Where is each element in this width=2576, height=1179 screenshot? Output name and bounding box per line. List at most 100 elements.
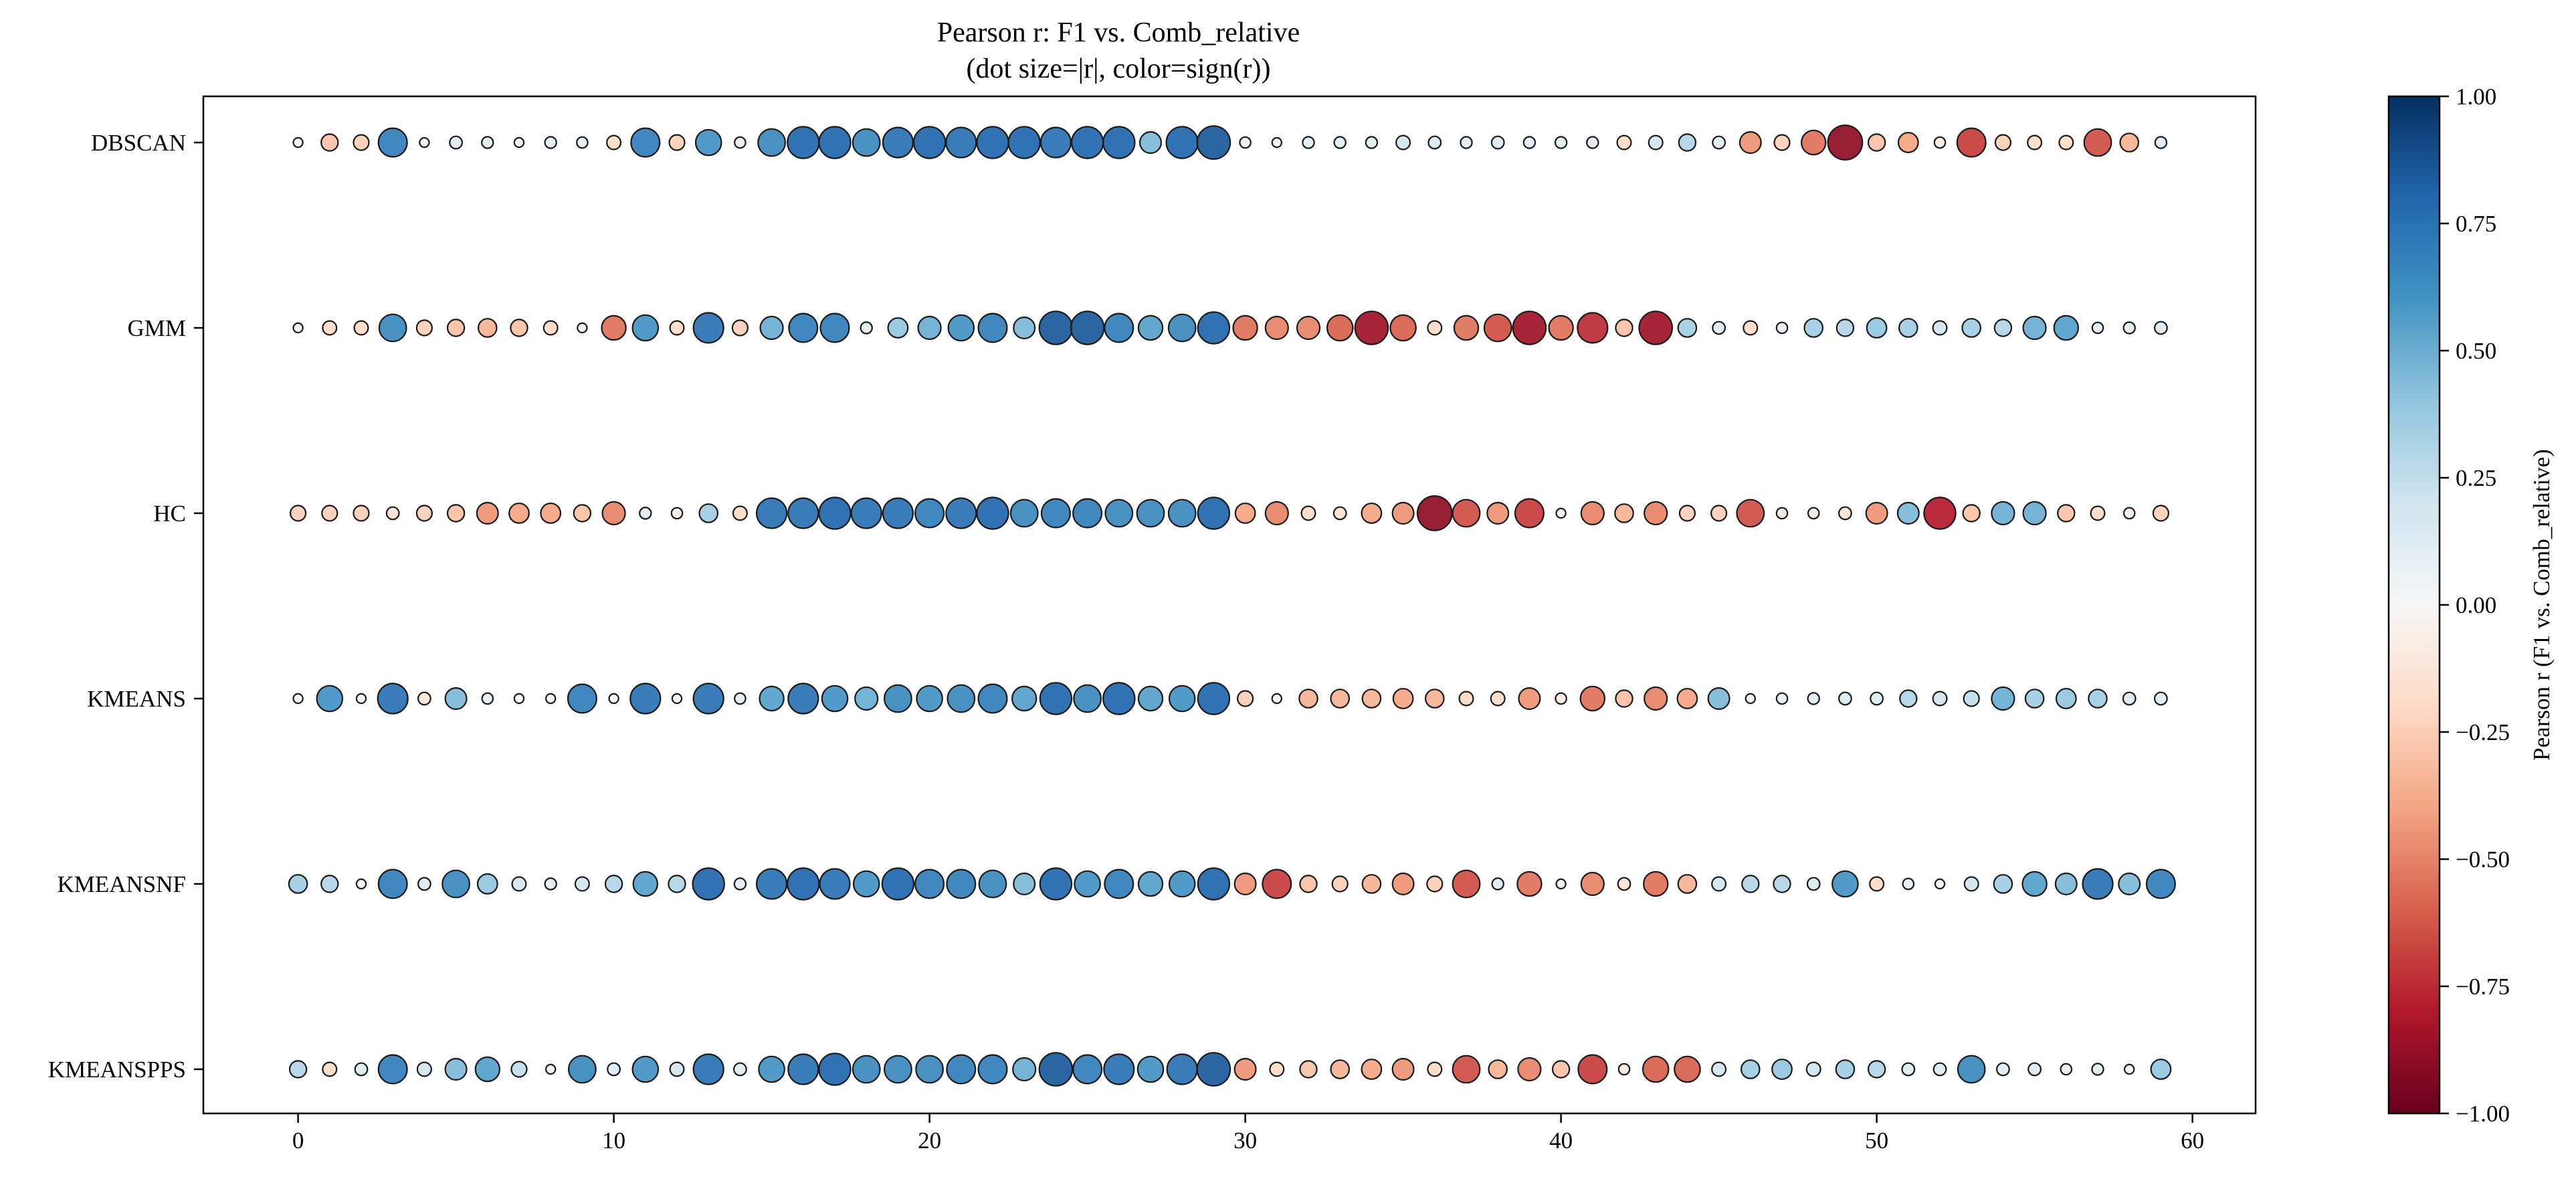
- x-axis: 0 10 20 30 40 50 60: [292, 1113, 2204, 1154]
- data-point: [733, 877, 747, 891]
- data-point: [1932, 691, 1948, 707]
- data-point: [1239, 136, 1252, 149]
- data-point: [629, 683, 662, 715]
- data-point: [1711, 876, 1727, 892]
- data-point: [945, 126, 977, 159]
- data-point: [912, 126, 947, 159]
- colorbar-gradient: [2387, 95, 2441, 1115]
- data-point: [415, 319, 433, 337]
- data-point: [2083, 128, 2112, 157]
- data-point: [671, 693, 683, 705]
- data-point: [1644, 686, 1668, 711]
- data-point: [759, 685, 785, 712]
- data-point: [574, 876, 590, 892]
- data-point: [1137, 871, 1164, 897]
- data-point: [818, 1053, 852, 1086]
- data-point: [1838, 691, 1852, 706]
- data-point: [758, 1055, 785, 1083]
- data-point: [2027, 134, 2043, 151]
- data-point: [860, 321, 873, 335]
- data-point: [692, 1053, 724, 1085]
- data-point: [1736, 498, 1765, 528]
- data-point: [1136, 1055, 1165, 1083]
- data-point: [1518, 687, 1541, 710]
- data-point: [377, 1054, 408, 1085]
- colorbar: 1.00 0.75 0.50 0.25 0.00 −0.25 −0.50 −0.75 −1.00…: [2387, 84, 2555, 1127]
- data-point: [1932, 320, 1948, 336]
- data-point: [417, 877, 431, 891]
- data-point: [2150, 1059, 2172, 1080]
- data-point: [1775, 321, 1789, 335]
- data-point: [631, 314, 660, 342]
- data-point: [608, 693, 619, 705]
- data-point: [1827, 124, 1864, 161]
- data-point: [1491, 877, 1504, 891]
- colorbar-tick-label: −0.50: [2456, 846, 2510, 873]
- data-point: [1743, 320, 1759, 336]
- data-point: [1962, 504, 1981, 523]
- data-point: [1391, 1057, 1415, 1081]
- data-point: [1361, 689, 1382, 709]
- data-point: [854, 686, 879, 711]
- data-point: [1712, 135, 1726, 150]
- data-point: [1013, 316, 1036, 340]
- data-point: [1488, 1059, 1508, 1079]
- data-point: [1039, 126, 1072, 159]
- data-point: [1897, 132, 1919, 153]
- data-point: [881, 867, 915, 901]
- data-point: [734, 136, 747, 149]
- data-point: [1365, 136, 1379, 149]
- data-point: [1614, 503, 1634, 523]
- x-tick-label: 40: [1549, 1127, 1573, 1154]
- data-point: [947, 314, 975, 342]
- data-point: [1070, 126, 1104, 159]
- data-point: [1617, 877, 1631, 891]
- data-point: [1137, 685, 1164, 712]
- data-point: [946, 869, 977, 899]
- data-point: [446, 504, 466, 523]
- data-point: [377, 683, 409, 715]
- x-tick-label: 30: [1233, 1127, 1257, 1154]
- data-point: [378, 313, 407, 343]
- data-point: [1898, 318, 1918, 338]
- data-point: [1676, 688, 1698, 709]
- data-point: [415, 505, 433, 522]
- data-point: [2082, 868, 2114, 900]
- data-point: [1616, 134, 1632, 151]
- data-point: [1773, 875, 1791, 893]
- data-point: [545, 1063, 557, 1075]
- data-point: [1299, 1060, 1318, 1079]
- data-point: [481, 692, 494, 705]
- data-point: [1262, 869, 1292, 899]
- data-point: [416, 1061, 432, 1077]
- data-point: [1196, 125, 1231, 160]
- data-point: [1615, 319, 1633, 337]
- data-point: [2153, 321, 2168, 335]
- data-point: [883, 684, 912, 713]
- data-point: [694, 128, 722, 157]
- data-point: [1391, 872, 1415, 895]
- data-point: [1896, 501, 1920, 525]
- data-point: [1739, 131, 1762, 155]
- data-point: [1452, 869, 1481, 899]
- data-point: [668, 134, 686, 151]
- data-point: [883, 1055, 912, 1084]
- data-point: [1707, 687, 1730, 710]
- data-point: [321, 505, 338, 522]
- data-point: [818, 126, 852, 159]
- data-point: [1580, 501, 1605, 526]
- data-point: [477, 318, 498, 338]
- data-point: [1137, 314, 1164, 341]
- data-point: [2027, 1062, 2042, 1077]
- series-gmm: [292, 310, 2168, 345]
- data-point: [821, 685, 849, 713]
- data-point: [441, 869, 470, 899]
- colorbar-tick-label: −1.00: [2456, 1101, 2510, 1127]
- data-point: [916, 685, 943, 713]
- data-point: [1102, 126, 1136, 159]
- plot-frame: [202, 95, 2257, 1115]
- data-point: [1771, 1059, 1793, 1080]
- data-point: [2024, 689, 2045, 709]
- data-point: [1586, 136, 1599, 149]
- data-point: [607, 1062, 621, 1077]
